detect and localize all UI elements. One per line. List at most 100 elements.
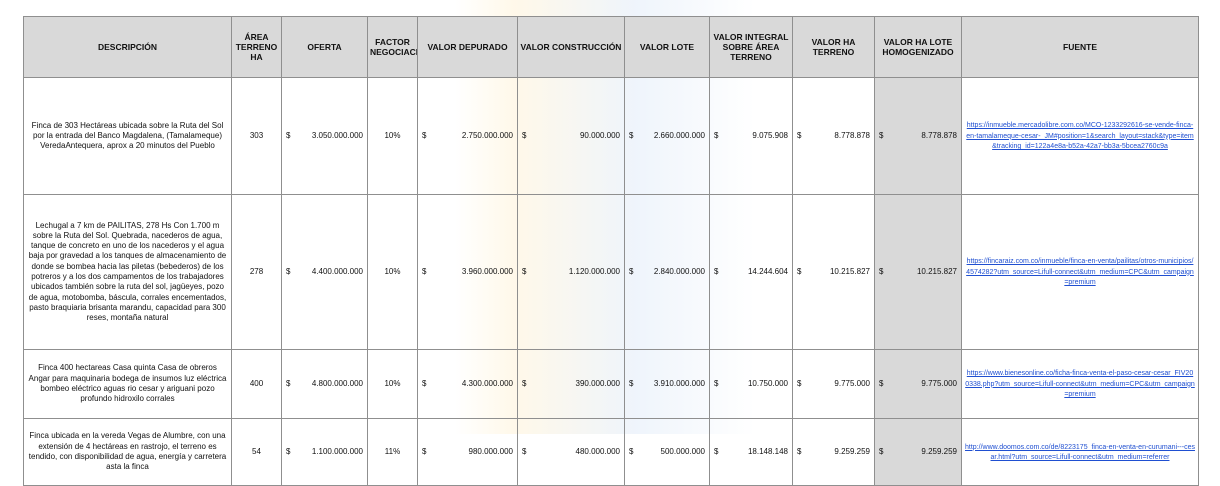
source-link[interactable]: https://inmueble.mercadolibre.com.co/MCO… — [966, 122, 1194, 151]
cell-valor-depurado: $3.960.000.000 — [417, 194, 518, 350]
cell-valor-ha-lote: $9.259.259 — [874, 418, 962, 486]
cell-oferta: $4.400.000.000 — [281, 194, 368, 350]
header-valor-ha-lote: VALOR HA LOTE HOMOGENIZADO — [874, 16, 962, 78]
cell-fuente: http://www.doomos.com.co/de/8223175_finc… — [961, 418, 1199, 486]
cell-oferta: $4.800.000.000 — [281, 349, 368, 419]
currency-symbol: $ — [286, 446, 291, 456]
cell-valor-lote-value: 2.840.000.000 — [653, 266, 705, 276]
cell-oferta-value: 1.100.000.000 — [311, 446, 363, 456]
cell-valor-depurado-value: 2.750.000.000 — [461, 130, 513, 140]
cell-factor: 10% — [367, 194, 418, 350]
cell-fuente: https://inmueble.mercadolibre.com.co/MCO… — [961, 77, 1199, 195]
cell-valor-construccion: $90.000.000 — [517, 77, 625, 195]
cell-descripcion: Finca 400 hectareas Casa quinta Casa de … — [23, 349, 232, 419]
cell-factor: 10% — [367, 349, 418, 419]
currency-symbol: $ — [797, 130, 802, 140]
cell-valor-ha-value: 8.778.878 — [834, 130, 870, 140]
cell-valor-lote: $2.840.000.000 — [624, 194, 710, 350]
currency-symbol: $ — [522, 446, 527, 456]
header-area: ÁREA TERRENO HA — [231, 16, 282, 78]
table-row: Finca ubicada en la vereda Vegas de Alum… — [23, 418, 1199, 486]
cell-valor-lote-value: 3.910.000.000 — [653, 378, 705, 388]
cell-valor-integral-value: 10.750.000 — [747, 378, 788, 388]
cell-valor-integral-value: 9.075.908 — [752, 130, 788, 140]
header-factor: FACTOR NEGOCIACIÓN — [367, 16, 418, 78]
cell-valor-depurado: $2.750.000.000 — [417, 77, 518, 195]
cell-factor: 11% — [367, 418, 418, 486]
cell-valor-ha-lote: $10.215.827 — [874, 194, 962, 350]
cell-valor-integral: $9.075.908 — [709, 77, 793, 195]
currency-symbol: $ — [714, 266, 719, 276]
cell-valor-integral-value: 18.148.148 — [747, 446, 788, 456]
cell-oferta-value: 4.800.000.000 — [311, 378, 363, 388]
cell-valor-lote-value: 500.000.000 — [660, 446, 706, 456]
header-valor-ha: VALOR HA TERRENO — [792, 16, 875, 78]
table-row: Finca de 303 Hectáreas ubicada sobre la … — [23, 77, 1199, 195]
cell-valor-ha-value: 10.215.827 — [829, 266, 870, 276]
cell-descripcion: Finca de 303 Hectáreas ubicada sobre la … — [23, 77, 232, 195]
cell-valor-depurado: $980.000.000 — [417, 418, 518, 486]
cell-valor-construccion-value: 480.000.000 — [575, 446, 621, 456]
currency-symbol: $ — [422, 266, 427, 276]
cell-area: 278 — [231, 194, 282, 350]
cell-valor-lote: $2.660.000.000 — [624, 77, 710, 195]
currency-symbol: $ — [797, 266, 802, 276]
cell-valor-construccion: $390.000.000 — [517, 349, 625, 419]
cell-valor-ha: $10.215.827 — [792, 194, 875, 350]
cell-oferta-value: 4.400.000.000 — [311, 266, 363, 276]
cell-valor-depurado-value: 3.960.000.000 — [461, 266, 513, 276]
header-valor-lote: VALOR LOTE — [624, 16, 710, 78]
cell-valor-ha-value: 9.259.259 — [834, 446, 870, 456]
currency-symbol: $ — [714, 446, 719, 456]
currency-symbol: $ — [422, 378, 427, 388]
cell-descripcion: Lechugal a 7 km de PAILITAS, 278 Hs Con … — [23, 194, 232, 350]
cell-area: 303 — [231, 77, 282, 195]
currency-symbol: $ — [629, 130, 634, 140]
currency-symbol: $ — [879, 266, 884, 276]
header-fuente: FUENTE — [961, 16, 1199, 78]
cell-oferta: $1.100.000.000 — [281, 418, 368, 486]
source-link[interactable]: http://www.doomos.com.co/de/8223175_finc… — [965, 443, 1195, 462]
cell-valor-lote: $500.000.000 — [624, 418, 710, 486]
cell-valor-depurado-value: 980.000.000 — [468, 446, 514, 456]
cell-valor-construccion-value: 1.120.000.000 — [568, 266, 620, 276]
table-row: Lechugal a 7 km de PAILITAS, 278 Hs Con … — [23, 194, 1199, 350]
header-row: DESCRIPCIÓN ÁREA TERRENO HA OFERTA FACTO… — [23, 16, 1199, 78]
cell-oferta: $3.050.000.000 — [281, 77, 368, 195]
currency-symbol: $ — [422, 130, 427, 140]
header-descripcion: DESCRIPCIÓN — [23, 16, 232, 78]
cell-valor-construccion-value: 390.000.000 — [575, 378, 621, 388]
cell-descripcion: Finca ubicada en la vereda Vegas de Alum… — [23, 418, 232, 486]
source-link[interactable]: https://www.bienesonline.co/ficha-finca-… — [965, 370, 1195, 399]
currency-symbol: $ — [629, 378, 634, 388]
cell-valor-lote: $3.910.000.000 — [624, 349, 710, 419]
header-valor-integral: VALOR INTEGRAL SOBRE ÁREA TERRENO — [709, 16, 793, 78]
cell-valor-ha: $9.259.259 — [792, 418, 875, 486]
currency-symbol: $ — [629, 266, 634, 276]
currency-symbol: $ — [629, 446, 634, 456]
cell-valor-ha-lote-value: 8.778.878 — [921, 130, 957, 140]
currency-symbol: $ — [879, 378, 884, 388]
currency-symbol: $ — [797, 378, 802, 388]
cell-valor-ha-lote-value: 9.259.259 — [921, 446, 957, 456]
cell-valor-integral-value: 14.244.604 — [747, 266, 788, 276]
currency-symbol: $ — [522, 130, 527, 140]
currency-symbol: $ — [797, 446, 802, 456]
cell-area: 400 — [231, 349, 282, 419]
header-valor-depurado: VALOR DEPURADO — [417, 16, 518, 78]
cell-fuente: https://www.bienesonline.co/ficha-finca-… — [961, 349, 1199, 419]
cell-valor-construccion-value: 90.000.000 — [579, 130, 620, 140]
cell-valor-construccion: $1.120.000.000 — [517, 194, 625, 350]
appraisal-table: DESCRIPCIÓN ÁREA TERRENO HA OFERTA FACTO… — [23, 16, 1199, 486]
cell-area: 54 — [231, 418, 282, 486]
currency-symbol: $ — [286, 378, 291, 388]
cell-factor: 10% — [367, 77, 418, 195]
cell-valor-depurado: $4.300.000.000 — [417, 349, 518, 419]
currency-symbol: $ — [422, 446, 427, 456]
currency-symbol: $ — [714, 378, 719, 388]
currency-symbol: $ — [522, 378, 527, 388]
cell-valor-construccion: $480.000.000 — [517, 418, 625, 486]
cell-valor-integral: $10.750.000 — [709, 349, 793, 419]
currency-symbol: $ — [714, 130, 719, 140]
source-link[interactable]: https://fincaraiz.com.co/inmueble/finca-… — [966, 258, 1194, 287]
